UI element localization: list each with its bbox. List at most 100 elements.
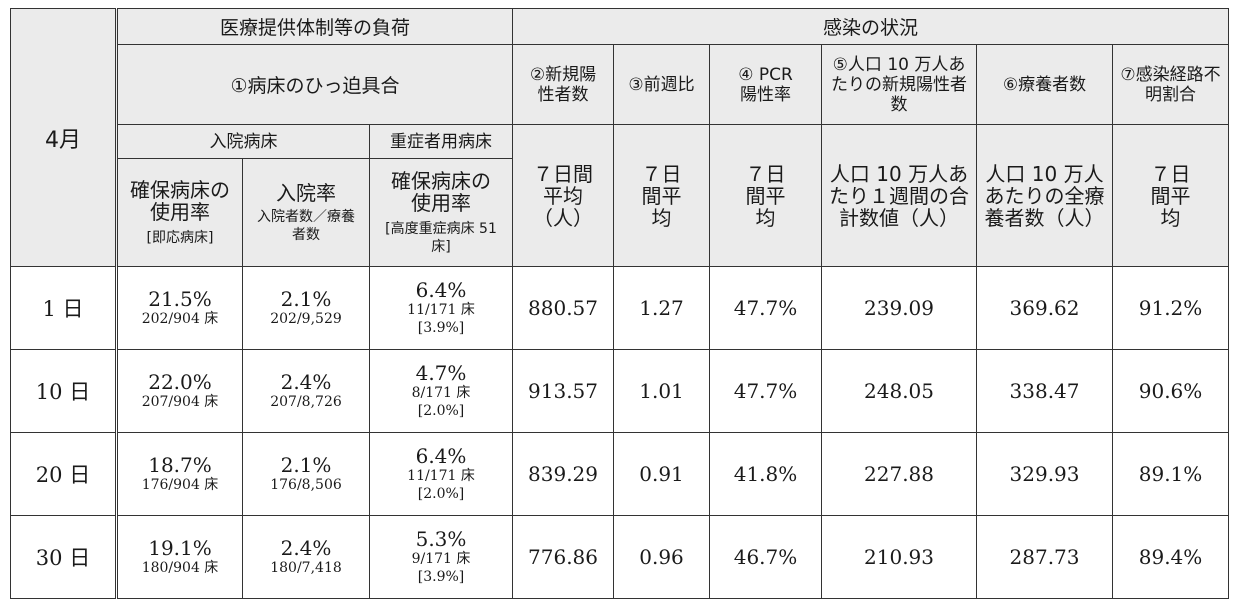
admission-rate-pct: 2.4% [280, 536, 332, 560]
admission-rate-pct: 2.4% [280, 370, 332, 394]
severe-usage-high: [3.9%] [417, 320, 465, 336]
table-row: 1 日 21.5% 202/904 床 2.1% 202/9,529 6.4% 11/… [10, 266, 1230, 350]
new-cases-cell: 776.86 [512, 515, 615, 599]
admission-rate-cell: 2.1% 176/8,506 [242, 432, 370, 516]
severe-usage-subheader: 確保病床の使用率 [高度重症病床 51 床] [368, 158, 514, 267]
week-ratio-subheader: ７日間平均 [613, 124, 711, 267]
recuperating-cell: 369.62 [976, 266, 1114, 350]
secured-beds-subheader-title: 確保病床の使用率 [130, 177, 230, 224]
col-recuperating-header: ⑥療養者数 [976, 44, 1114, 125]
admission-rate-cell: 2.1% 202/9,529 [242, 266, 370, 350]
severe-usage-cell: 4.7% 8/171 床 [2.0%] [368, 349, 514, 433]
day-cell: 10 日 [10, 349, 118, 433]
week-ratio-subheader-text: ７日間平均 [641, 161, 682, 230]
severe-usage-high: [2.0%] [417, 486, 465, 502]
bed-usage-frac: 202/904 床 [141, 311, 219, 327]
recuperating-cell: 338.47 [976, 349, 1114, 433]
new-cases-cell: 913.57 [512, 349, 615, 433]
col-new-cases-title: ②新規陽性者数 [529, 64, 597, 105]
table-row: 10 日 22.0% 207/904 床 2.4% 207/8,726 4.7% 8/… [10, 349, 1230, 433]
unknown-route-cell: 91.2% [1112, 266, 1230, 350]
severe-usage-pct: 6.4% [415, 278, 467, 302]
per100k-cell: 210.93 [821, 515, 978, 599]
col-week-ratio-header: ③前週比 [613, 44, 711, 125]
per100k-cell: 239.09 [821, 266, 978, 350]
bed-usage-cell: 19.1% 180/904 床 [116, 515, 243, 599]
admission-rate-subheader-title: 入院率 [276, 180, 336, 205]
unknown-route-subheader: ７日間平均 [1112, 124, 1230, 267]
admission-rate-subheader-note: 入院者数／療養者数 [257, 208, 355, 243]
pcr-subheader: ７日間平均 [709, 124, 823, 267]
new-cases-subheader-text: ７日間平均（人） [533, 161, 594, 230]
new-cases-cell: 880.57 [512, 266, 615, 350]
bed-usage-cell: 18.7% 176/904 床 [116, 432, 243, 516]
new-cases-subheader: ７日間平均（人） [512, 124, 615, 267]
bed-usage-frac: 180/904 床 [141, 560, 219, 576]
week-ratio-cell: 0.96 [613, 515, 711, 599]
week-ratio-cell: 1.27 [613, 266, 711, 350]
per100k-cell: 227.88 [821, 432, 978, 516]
month-header: 4月 [10, 8, 118, 267]
col-pcr-title: ④ PCR 陽性率 [738, 64, 793, 105]
bed-usage-frac: 176/904 床 [141, 477, 219, 493]
pcr-rate-cell: 47.7% [709, 349, 823, 433]
admission-rate-pct: 2.1% [280, 453, 332, 477]
recuperating-subheader: 人口 10 万人あたりの全療養者数（人） [976, 124, 1114, 267]
unknown-route-cell: 90.6% [1112, 349, 1230, 433]
pcr-subheader-text: ７日間平均 [745, 161, 786, 230]
unknown-route-cell: 89.4% [1112, 515, 1230, 599]
recuperating-cell: 287.73 [976, 515, 1114, 599]
secured-beds-subheader-note: [即応病床] [146, 229, 214, 246]
bed-usage-cell: 21.5% 202/904 床 [116, 266, 243, 350]
week-ratio-cell: 1.01 [613, 349, 711, 433]
bed-usage-pct: 21.5% [148, 287, 212, 311]
bed-usage-pct: 19.1% [148, 536, 212, 560]
severe-usage-high: [2.0%] [417, 403, 465, 419]
unknown-route-cell: 89.1% [1112, 432, 1230, 516]
inpatient-beds-header: 入院病床 [116, 124, 370, 159]
admission-rate-pct: 2.1% [280, 287, 332, 311]
admission-rate-cell: 2.4% 207/8,726 [242, 349, 370, 433]
covid-status-table: 4月 医療提供体制等の負荷 感染の状況 ①病床のひっ迫具合 ②新規陽性者数 ③前… [10, 8, 1230, 599]
recuperating-cell: 329.93 [976, 432, 1114, 516]
bed-group-header: ①病床のひっ迫具合 [115, 44, 514, 125]
new-cases-cell: 839.29 [512, 432, 615, 516]
day-cell: 20 日 [10, 432, 118, 516]
bed-usage-cell: 22.0% 207/904 床 [116, 349, 243, 433]
day-cell: 1 日 [10, 266, 118, 350]
bed-usage-pct: 18.7% [148, 453, 212, 477]
pcr-rate-cell: 41.8% [709, 432, 823, 516]
severe-usage-frac: 11/171 床 [407, 468, 475, 484]
admission-rate-frac: 180/7,418 [270, 560, 342, 576]
recuperating-subheader-text: 人口 10 万人あたりの全療養者数（人） [984, 161, 1105, 230]
severe-beds-header: 重症者用病床 [368, 124, 514, 159]
col-per100k-title: ⑤人口 10 万人あたりの新規陽性者数 [831, 54, 968, 115]
week-ratio-cell: 0.91 [613, 432, 711, 516]
severe-usage-pct: 5.3% [415, 527, 467, 551]
severe-usage-high: [3.9%] [417, 569, 465, 585]
severe-usage-frac: 8/171 床 [411, 385, 471, 401]
table-row: 20 日 18.7% 176/904 床 2.1% 176/8,506 6.4% 11… [10, 432, 1230, 516]
admission-rate-frac: 176/8,506 [270, 477, 342, 493]
table-row: 30 日 19.1% 180/904 床 2.4% 180/7,418 5.3% 9/… [10, 515, 1230, 599]
pcr-rate-cell: 46.7% [709, 515, 823, 599]
infection-group-header: 感染の状況 [512, 8, 1230, 45]
severe-usage-frac: 11/171 床 [407, 302, 475, 318]
severe-usage-cell: 6.4% 11/171 床 [2.0%] [368, 432, 514, 516]
bed-usage-pct: 22.0% [148, 370, 212, 394]
bed-usage-frac: 207/904 床 [141, 394, 219, 410]
medical-group-header: 医療提供体制等の負荷 [115, 8, 514, 45]
severe-usage-cell: 5.3% 9/171 床 [3.9%] [368, 515, 514, 599]
admission-rate-cell: 2.4% 180/7,418 [242, 515, 370, 599]
col-per100k-header: ⑤人口 10 万人あたりの新規陽性者数 [821, 44, 978, 125]
per100k-subheader-text: 人口 10 万人あたり１週間の合計数値（人） [829, 161, 970, 230]
severe-usage-cell: 6.4% 11/171 床 [3.9%] [368, 266, 514, 350]
col-pcr-header: ④ PCR 陽性率 [709, 44, 823, 125]
pcr-rate-cell: 47.7% [709, 266, 823, 350]
per100k-subheader: 人口 10 万人あたり１週間の合計数値（人） [821, 124, 978, 267]
unknown-route-subheader-text: ７日間平均 [1150, 161, 1191, 230]
day-cell: 30 日 [10, 515, 118, 599]
severe-usage-pct: 4.7% [415, 361, 467, 385]
col-unknown-route-header: ⑦感染経路不明割合 [1112, 44, 1230, 125]
per100k-cell: 248.05 [821, 349, 978, 433]
